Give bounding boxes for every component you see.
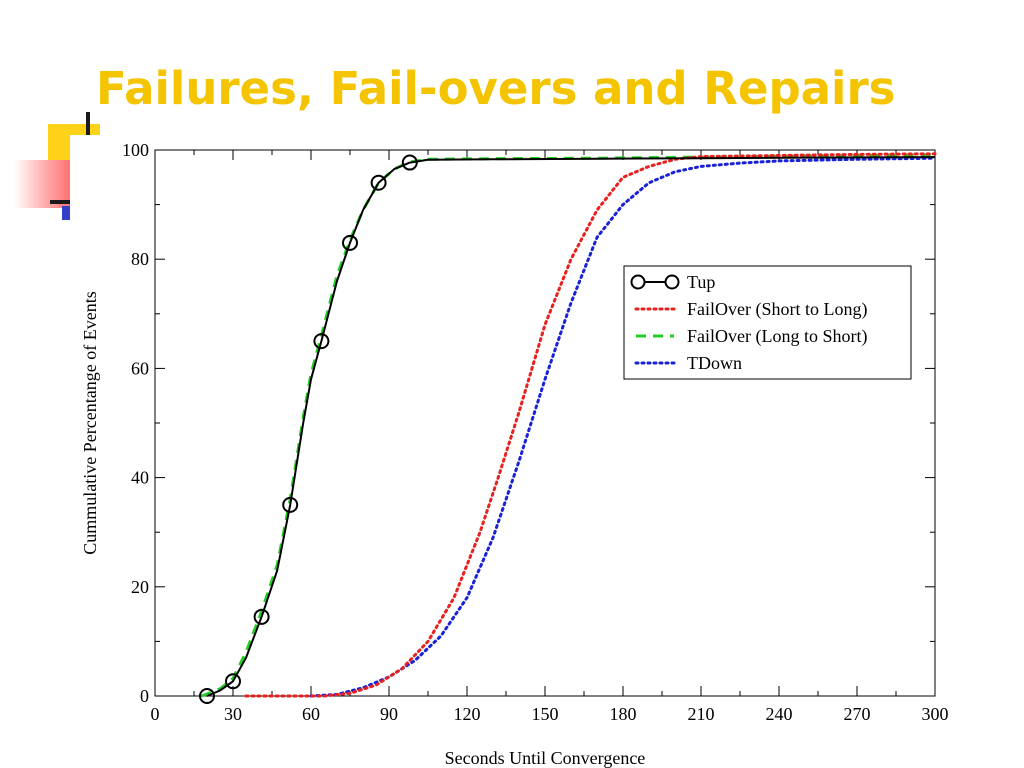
y-tick-label: 60 xyxy=(131,358,149,378)
x-tick-label: 150 xyxy=(532,704,559,724)
legend-label-tdown: TDown xyxy=(687,353,742,373)
series-line-tup xyxy=(206,156,936,697)
x-tick-label: 120 xyxy=(454,704,481,724)
cdf-chart: 0 30 60 90 120 150 180 210 240 270 300 0 20 40 60 80 100… xyxy=(80,140,949,768)
y-tick-label: 40 xyxy=(131,468,149,488)
y-tick-label: 100 xyxy=(122,140,149,160)
legend-label-failover-short-to-long: FailOver (Short to Long) xyxy=(687,299,867,320)
series-marker-tup xyxy=(370,174,387,191)
x-tick-label: 30 xyxy=(224,704,242,724)
y-tick-label: 80 xyxy=(131,249,149,269)
x-tick-label: 0 xyxy=(151,704,160,724)
x-tick-label: 90 xyxy=(380,704,398,724)
series-marker-tup xyxy=(225,673,241,690)
y-tick-label: 20 xyxy=(131,577,149,597)
x-tick-label: 180 xyxy=(610,704,637,724)
series-marker-tup xyxy=(199,688,215,704)
series-marker-tup xyxy=(253,608,270,625)
series-marker-tup xyxy=(401,154,418,171)
series-line-tdown xyxy=(309,156,937,698)
series-marker-tup xyxy=(313,333,330,350)
plot-frame xyxy=(154,149,936,697)
legend-label-failover-long-to-short: FailOver (Long to Short) xyxy=(687,326,867,347)
slide-title: Failures, Fail-overs and Repairs xyxy=(96,62,896,115)
x-axis-label: Seconds Until Convergence xyxy=(445,748,646,768)
y-axis-label: Cummulative Percentange of Events xyxy=(80,291,100,554)
legend-marker-tup xyxy=(630,274,646,290)
x-tick-label: 60 xyxy=(302,704,320,724)
x-tick-label: 240 xyxy=(766,704,793,724)
series-line-failover-long-to-short xyxy=(201,153,936,698)
x-tick-label: 210 xyxy=(688,704,715,724)
y-tick-label: 0 xyxy=(140,686,149,706)
x-tick-label: 300 xyxy=(922,704,949,724)
decor-blue-square xyxy=(62,206,70,220)
chart-panel: 0 30 60 90 120 150 180 210 240 270 300 0 20 40 60 80 100… xyxy=(70,135,960,768)
series-marker-tup xyxy=(342,234,358,251)
x-tick-label: 270 xyxy=(844,704,871,724)
legend-marker-tup xyxy=(664,274,680,290)
legend-label-tup: Tup xyxy=(687,272,715,292)
series-marker-tup xyxy=(282,496,299,513)
